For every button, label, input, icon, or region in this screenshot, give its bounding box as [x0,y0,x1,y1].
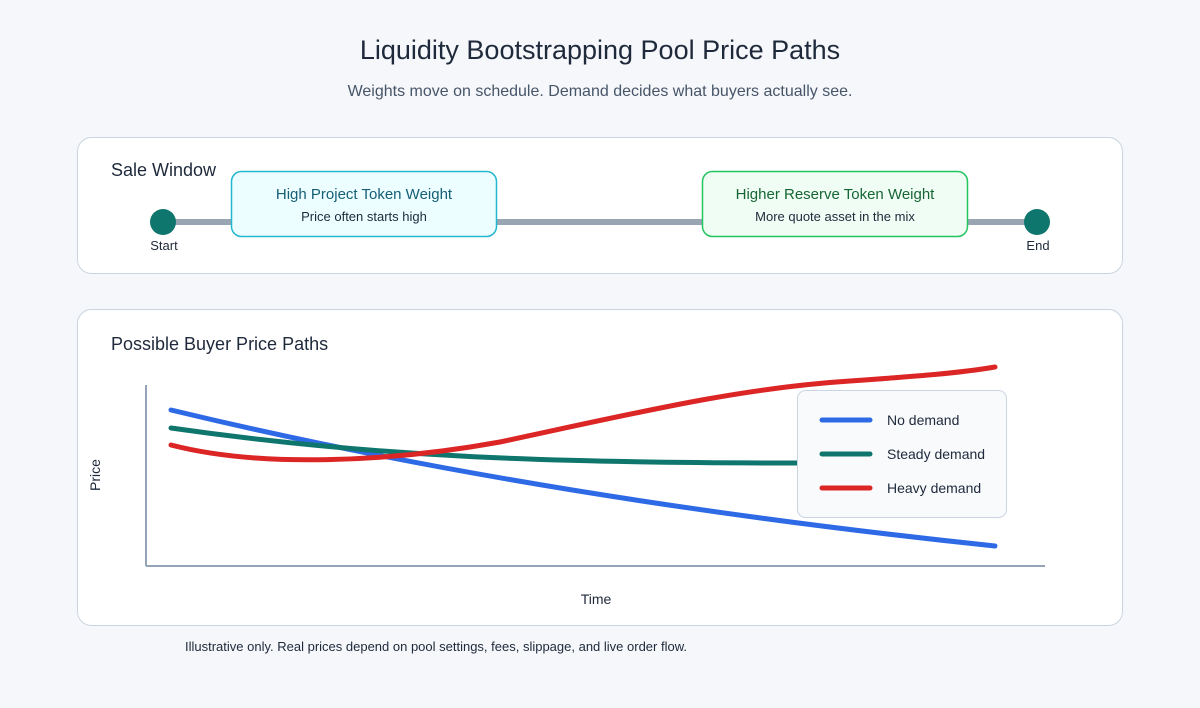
heavy-demand-curve [168,364,998,463]
steady-demand-curve [168,425,803,466]
phase-title: High Project Token Weight [276,186,453,203]
legend-label: Heavy demand [887,480,981,496]
y-axis-label: Price [87,459,103,491]
x-axis-label: Time [581,591,612,607]
legend-label: Steady demand [887,446,985,462]
timeline-title: Sale Window [111,160,217,180]
phase-box [701,170,969,238]
phase-subtitle: Price often starts high [301,209,427,224]
footnote: Illustrative only. Real prices depend on… [185,639,687,654]
legend-label: No demand [887,412,959,428]
start-label: Start [150,238,178,253]
start-dot [150,209,176,235]
end-label: End [1026,238,1049,253]
paths-title: Possible Buyer Price Paths [111,334,328,354]
no-demand-curve [168,407,998,549]
phase-subtitle: More quote asset in the mix [755,209,915,224]
paths-panel [77,309,1123,626]
end-dot [1024,209,1050,235]
phase-title: Higher Reserve Token Weight [736,186,936,203]
phase-box [230,170,498,238]
subtitle: Weights move on schedule. Demand decides… [348,83,853,100]
title: Liquidity Bootstrapping Pool Price Paths [360,35,840,65]
